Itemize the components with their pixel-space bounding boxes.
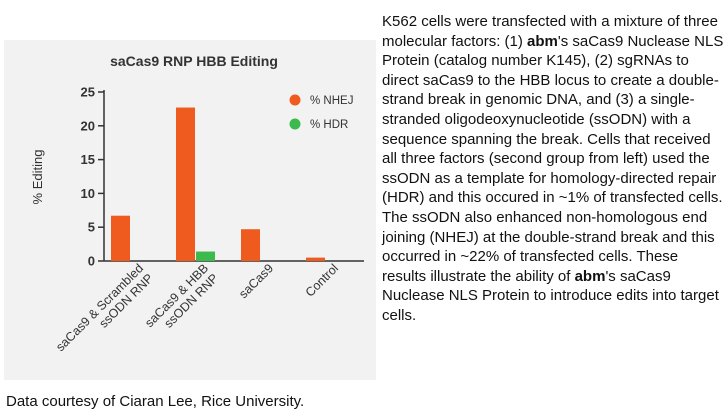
y-tick-label: 20 bbox=[81, 118, 95, 133]
bar-nhej bbox=[306, 257, 325, 261]
legend-label: % HDR bbox=[310, 119, 348, 131]
description-text: K562 cells were transfected with a mixtu… bbox=[382, 12, 724, 326]
description-part-3: 's saCas9 Nuclease NLS Protein to introd… bbox=[382, 267, 719, 324]
chart-title: saCas9 RNP HBB Editing bbox=[110, 53, 278, 69]
brand-name: abm bbox=[527, 32, 558, 50]
x-tick-label: saCas9 & HBBssODN RNP bbox=[142, 261, 221, 340]
y-tick-label: 5 bbox=[88, 220, 95, 235]
y-tick-label: 15 bbox=[81, 152, 95, 167]
description-part-1: K562 cells were transfected with a mixtu… bbox=[382, 13, 718, 50]
x-tick-label: Control bbox=[303, 261, 341, 299]
legend-marker-nhej bbox=[289, 94, 301, 106]
data-credit-caption: Data courtesy of Ciaran Lee, Rice Univer… bbox=[6, 393, 305, 410]
y-tick-label: 25 bbox=[81, 85, 95, 100]
x-tick-label-line: saCas9 & Scrambled bbox=[53, 261, 146, 354]
x-tick-label: saCas9 bbox=[236, 261, 276, 301]
bar-nhej bbox=[111, 215, 130, 261]
bar-nhej bbox=[176, 107, 195, 261]
bar-chart: saCas9 RNP HBB Editing % Editing 0 5 10 15 20 2… bbox=[30, 53, 364, 364]
legend-marker-hdr bbox=[289, 118, 301, 130]
x-tick-label-line: Control bbox=[303, 261, 341, 299]
bar-hdr bbox=[196, 251, 215, 261]
legend-label: % NHEJ bbox=[310, 95, 353, 107]
x-tick-label-line: saCas9 bbox=[236, 261, 276, 301]
y-tick-label: 0 bbox=[88, 254, 95, 269]
brand-name: abm bbox=[574, 267, 606, 285]
y-tick-label: 10 bbox=[81, 186, 95, 201]
x-tick-label: saCas9 & ScrambledssODN RNP bbox=[53, 261, 156, 364]
description-part-2: 's saCas9 Nuclease NLS Protein (catalog … bbox=[382, 32, 724, 285]
bar-nhej bbox=[241, 229, 260, 261]
y-axis-label: % Editing bbox=[30, 150, 45, 205]
chart-panel: saCas9 RNP HBB Editing % Editing 0 5 10 15 20 2… bbox=[4, 40, 376, 380]
